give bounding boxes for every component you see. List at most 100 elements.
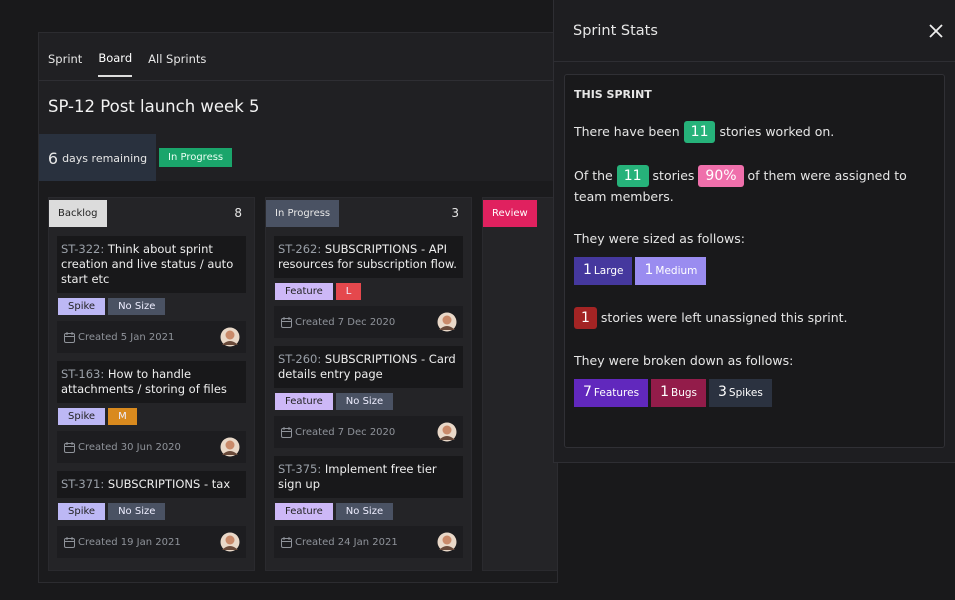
card[interactable]: ST-260: SUBSCRIPTIONS - Card details ent… [274, 346, 463, 448]
created: Created 24 Jan 2021 [280, 536, 398, 549]
created: Created 5 Jan 2021 [63, 331, 174, 344]
avatar[interactable] [437, 312, 457, 332]
badge: 90% [698, 165, 744, 187]
avatar[interactable] [220, 437, 240, 457]
stat-line: They were broken down as follows: [574, 353, 794, 368]
chip-row: 7 Features 1 Bugs 3 Spikes [574, 379, 935, 407]
calendar-icon [281, 426, 292, 438]
card[interactable]: ST-322: Think about sprint creation and … [57, 236, 246, 353]
stats-header: Sprint Stats [554, 0, 955, 62]
created: Created 19 Jan 2021 [63, 536, 181, 549]
column-header: Backlog 8 [49, 198, 254, 228]
card-title: SUBSCRIPTIONS - API resources for subscr… [278, 242, 457, 271]
tab-active[interactable]: Board [98, 37, 133, 77]
card-title: Implement free tier sign up [278, 462, 437, 491]
chip-count: 1 [583, 262, 592, 278]
chip-label: Spikes [728, 387, 763, 399]
avatar[interactable] [437, 422, 457, 442]
card[interactable]: ST-375: Implement free tier sign up Featu… [274, 456, 463, 558]
avatar[interactable] [220, 532, 240, 552]
avatar[interactable] [220, 327, 240, 347]
column-name: In Progress [266, 199, 340, 227]
created-date: Created 24 Jan 2021 [295, 536, 398, 548]
tag: Spike [58, 503, 106, 520]
column-header: In Progress 3 [266, 198, 471, 228]
created: Created 7 Dec 2020 [280, 426, 395, 439]
tag: Feature [275, 283, 333, 300]
badge: 11 [683, 121, 716, 143]
calendar-icon [64, 331, 75, 343]
close-button[interactable] [929, 23, 943, 38]
chip-label: Medium [655, 265, 698, 277]
tag: Spike [58, 408, 106, 425]
stat-line: They were sized as follows: [574, 231, 745, 246]
card[interactable]: ST-262: SUBSCRIPTIONS - API resources fo… [274, 236, 463, 338]
chip-label: Bugs [671, 387, 697, 399]
tab[interactable]: All Sprints [148, 51, 207, 66]
tag: Feature [275, 393, 333, 410]
created-date: Created 30 Jun 2020 [78, 441, 181, 453]
text: stories [652, 168, 695, 183]
status-badge: In Progress [159, 148, 233, 167]
card-footer: Created 5 Jan 2021 [57, 321, 246, 353]
chip-count: 7 [583, 384, 592, 400]
card-id: ST-260: [278, 352, 322, 366]
created-date: Created 7 Dec 2020 [295, 426, 396, 438]
stats-card: THIS SPRINT There have been 11 stories w… [564, 74, 945, 448]
tag: No Size [108, 298, 166, 315]
tag-row: Spike No Size [57, 293, 246, 321]
text: stories worked on. [719, 124, 835, 139]
tag: No Size [108, 503, 166, 520]
tag: Feature [275, 503, 333, 520]
chip-label: Features [593, 387, 640, 399]
card-footer: Created 24 Jan 2021 [274, 526, 463, 558]
chip: 1 Bugs [651, 379, 706, 407]
tag: Spike [58, 298, 106, 315]
calendar-icon [64, 536, 75, 548]
avatar[interactable] [437, 532, 457, 552]
calendar-icon [281, 536, 292, 548]
chip-count: 3 [718, 384, 727, 400]
column-count: 3 [451, 206, 459, 220]
tag-row: Feature No Size [274, 498, 463, 526]
column-header: Review [483, 198, 557, 228]
badge: 11 [616, 165, 649, 187]
tag-row: Spike No Size [57, 498, 246, 526]
column: Backlog 8 ST-322: Think about sprint creat… [48, 197, 255, 571]
tab[interactable]: Sprint [48, 51, 83, 66]
created: Created 7 Dec 2020 [280, 316, 395, 329]
card-text: ST-371: SUBSCRIPTIONS - tax [57, 471, 246, 498]
text: There have been [574, 124, 680, 139]
card[interactable]: ST-163: How to handle attachments / stor… [57, 361, 246, 463]
chip: 7 Features [574, 379, 649, 407]
text: stories were left unassigned this sprint… [600, 310, 848, 325]
card-title: Think about sprint creation and live sta… [61, 242, 234, 286]
created-date: Created 19 Jan 2021 [78, 536, 181, 548]
tag: M [108, 408, 137, 425]
stats-title: Sprint Stats [573, 22, 658, 39]
card-footer: Created 19 Jan 2021 [57, 526, 246, 558]
column-count: 8 [234, 206, 242, 220]
tag-row: Feature L [274, 278, 463, 306]
board-panel: Sprint Board All Sprints SP-12 Post laun… [38, 32, 558, 583]
tag-row: Feature No Size [274, 388, 463, 416]
card-text: ST-260: SUBSCRIPTIONS - Card details ent… [274, 346, 463, 388]
tag: No Size [335, 503, 394, 520]
stats-panel: Sprint Stats THIS SPRINT There have been… [553, 0, 955, 463]
text: Of the [574, 168, 613, 183]
card-id: ST-322: [61, 242, 105, 256]
days-label: days remaining [62, 151, 148, 165]
card-id: ST-375: [278, 462, 322, 476]
card-id: ST-371: [61, 477, 105, 491]
card[interactable]: ST-371: SUBSCRIPTIONS - tax Spike No Size C… [57, 471, 246, 558]
card-text: ST-375: Implement free tier sign up [274, 456, 463, 498]
tabs: Sprint Board All Sprints [39, 33, 557, 81]
calendar-icon [64, 441, 75, 453]
chip-count: 1 [660, 384, 669, 400]
card-footer: Created 7 Dec 2020 [274, 306, 463, 338]
created-date: Created 5 Jan 2021 [78, 331, 175, 343]
tag-row: Spike M [57, 403, 246, 431]
column-name: Backlog [49, 199, 107, 227]
column-name: Review [483, 199, 537, 227]
